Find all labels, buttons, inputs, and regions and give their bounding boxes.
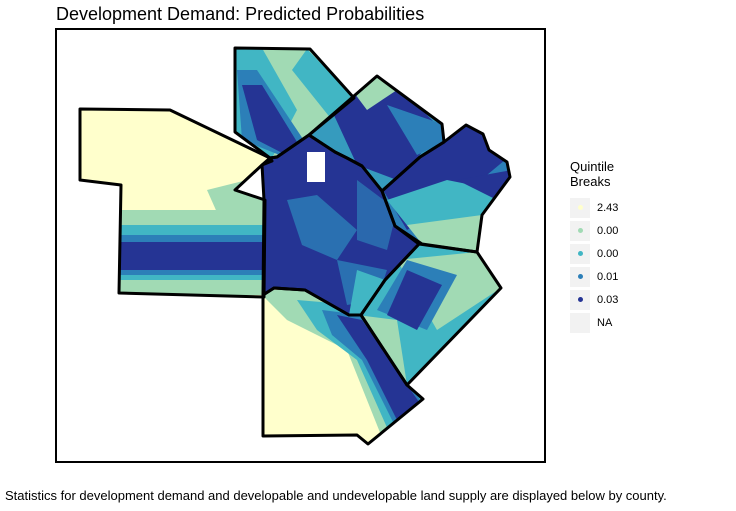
legend-dot-icon (577, 251, 583, 256)
county-map (78, 46, 512, 446)
county-north (235, 48, 354, 158)
legend-item-4: 0.01 (570, 265, 650, 288)
legend-item-3: 0.00 (570, 242, 650, 265)
legend-item-2: 0.00 (570, 219, 650, 242)
legend-dot-icon (577, 228, 583, 233)
county-boundaries (78, 46, 512, 446)
map-panel (55, 28, 546, 463)
legend-dot-icon (577, 297, 583, 302)
legend-item-na: NA (570, 311, 650, 334)
legend-dot-icon (577, 205, 583, 210)
map-title: Development Demand: Predicted Probabilit… (56, 4, 425, 24)
legend-dot-icon (577, 274, 583, 279)
legend-item-1: 2.43 (570, 196, 650, 219)
caption-text: Statistics for development demand and de… (5, 488, 667, 503)
legend: Quintile Breaks 2.43 0.00 0.00 0.01 0.03… (570, 159, 650, 334)
legend-item-5: 0.03 (570, 288, 650, 311)
legend-title: Quintile Breaks (570, 159, 615, 189)
